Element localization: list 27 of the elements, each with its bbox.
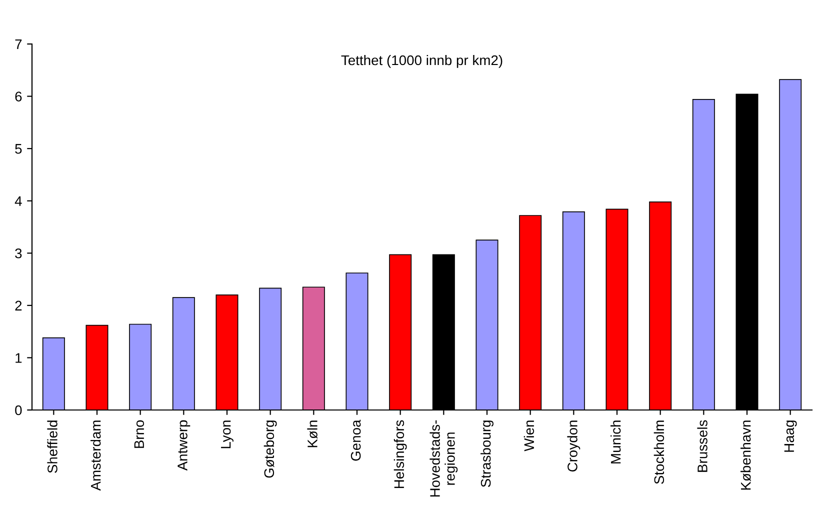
y-tick-label: 0 bbox=[15, 405, 22, 416]
x-tick-label: Genoa bbox=[350, 420, 361, 461]
x-tick-label: Brno bbox=[134, 420, 144, 448]
x-tick-label: Helsingfors bbox=[394, 420, 407, 488]
y-tick-label: 2 bbox=[15, 300, 22, 310]
x-tick-label: Croydon bbox=[567, 420, 580, 472]
y-tick-label: 1 bbox=[16, 353, 22, 363]
x-tick-label: Amsterdam bbox=[90, 420, 101, 491]
y-tick-label: 4 bbox=[14, 196, 22, 206]
x-tick-label: Antwerp bbox=[178, 420, 190, 471]
x-tick-label: Strasbourg bbox=[480, 420, 494, 488]
x-tick-label: Wien bbox=[524, 420, 534, 452]
x-tick-label: Munich bbox=[610, 420, 621, 464]
x-tick-label: København bbox=[740, 420, 751, 490]
x-tick-label: Gøteborg bbox=[264, 420, 277, 478]
y-tick-label: 7 bbox=[15, 39, 22, 50]
x-tick-label: Brussels bbox=[697, 420, 708, 472]
x-tick-label: Lyon bbox=[221, 420, 234, 448]
x-tick-label: Stockholm bbox=[654, 420, 664, 484]
y-tick-label: 5 bbox=[15, 144, 22, 154]
x-tick-label: Køln bbox=[307, 420, 318, 448]
x-tick-label: Sheffield bbox=[47, 420, 58, 473]
y-tick-label: 6 bbox=[15, 92, 22, 102]
x-tick-label: Haag bbox=[784, 420, 797, 452]
text: Tetthet (1000 innb pr km2) bbox=[341, 54, 502, 68]
x-tick-label: Hovedstads- regionen bbox=[430, 420, 458, 497]
y-tick-label: 3 bbox=[15, 248, 22, 258]
